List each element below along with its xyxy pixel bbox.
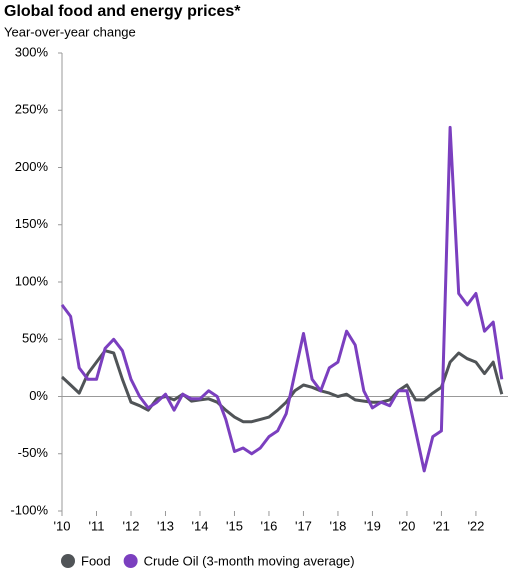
legend-label: Food [81, 553, 111, 568]
y-tick-label: 250% [15, 102, 49, 117]
x-tick-label: '17 [295, 518, 312, 533]
x-tick-label: '22 [467, 518, 484, 533]
x-tick-label: '20 [398, 518, 415, 533]
x-tick-label: '11 [89, 518, 105, 533]
x-tick-label: '10 [54, 518, 71, 533]
x-tick-label: '21 [433, 518, 450, 533]
legend-swatch [123, 554, 138, 568]
y-tick-label: 50% [22, 331, 48, 346]
x-tick-label: '18 [329, 518, 346, 533]
y-tick-label: -50% [18, 445, 49, 460]
y-tick-label: 100% [15, 273, 49, 288]
x-tick-label: '14 [191, 518, 208, 533]
y-tick-label: 300% [15, 44, 49, 59]
legend-swatch [61, 554, 75, 568]
chart-title: Global food and energy prices* [4, 3, 241, 20]
series-line [60, 125, 504, 473]
chart-subtitle: Year-over-year change [4, 24, 136, 39]
x-tick-label: '12 [123, 518, 140, 533]
y-tick-label: 0% [29, 388, 48, 403]
legend-label: Crude Oil (3-month moving average) [144, 553, 355, 568]
x-tick-label: '13 [157, 518, 174, 533]
y-tick-label: 200% [15, 159, 49, 174]
y-tick-label: -100% [10, 502, 48, 517]
x-tick-label: '15 [226, 518, 243, 533]
x-tick-label: '16 [260, 518, 277, 533]
series-line [60, 349, 504, 424]
y-tick-label: 150% [15, 216, 49, 231]
x-tick-label: '19 [364, 518, 381, 533]
